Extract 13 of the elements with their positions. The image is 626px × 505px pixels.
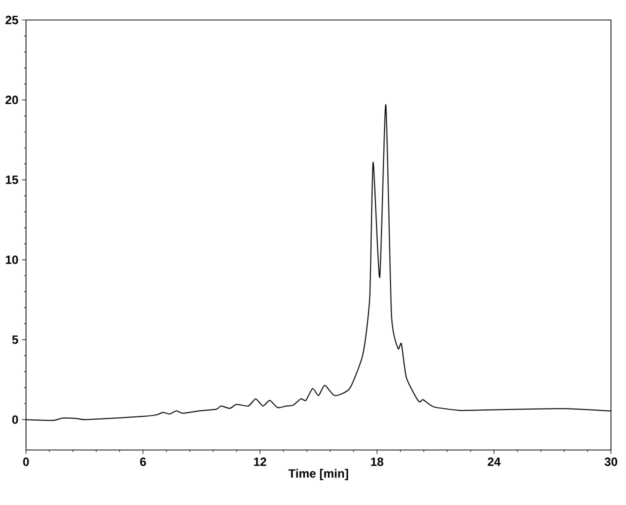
x-tick-label: 24 <box>488 458 501 466</box>
x-axis-title: Time [min] <box>288 468 348 480</box>
y-tick-label: 5 <box>12 336 18 344</box>
y-tick-label: 25 <box>6 16 18 24</box>
y-tick-label: 15 <box>6 176 18 184</box>
y-tick-label: 10 <box>6 256 18 264</box>
x-tick-label: 30 <box>604 458 618 466</box>
x-tick-label: 6 <box>140 458 146 466</box>
x-tick-label: 12 <box>254 458 266 466</box>
y-tick-label: 20 <box>6 96 18 104</box>
x-tick-label: 0 <box>23 458 29 466</box>
y-tick-label: 0 <box>12 415 18 424</box>
x-tick-label: 18 <box>371 458 384 466</box>
